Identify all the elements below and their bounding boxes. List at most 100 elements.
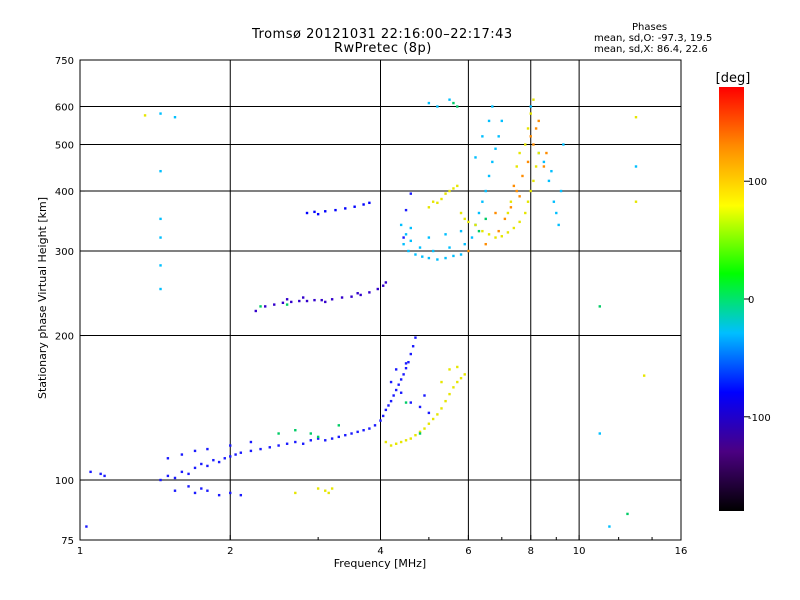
data-point: [491, 160, 494, 164]
data-point: [381, 284, 385, 287]
data-point: [463, 242, 466, 246]
data-point: [389, 444, 393, 447]
x-axis-label: Frequency [MHz]: [334, 557, 426, 570]
data-point: [294, 491, 297, 495]
data-point: [376, 287, 379, 291]
y-tick-label: 75: [61, 536, 74, 547]
data-point: [394, 368, 398, 371]
data-point: [497, 135, 500, 138]
data-point: [316, 212, 320, 216]
data-point: [200, 487, 203, 490]
data-point: [448, 189, 451, 193]
data-point: [384, 440, 388, 444]
stats-heading: Phases: [632, 22, 668, 33]
data-point: [259, 447, 262, 451]
data-point: [448, 392, 451, 396]
data-point: [99, 472, 102, 476]
data-point: [440, 197, 443, 201]
data-point: [239, 493, 243, 497]
data-point: [552, 200, 556, 203]
data-point: [518, 220, 521, 224]
data-point: [444, 399, 447, 403]
data-point: [330, 298, 334, 301]
data-point: [249, 440, 253, 444]
data-point: [206, 464, 209, 468]
data-point: [477, 211, 481, 215]
data-point: [598, 305, 601, 308]
data-point: [512, 226, 516, 230]
data-point: [404, 362, 408, 365]
data-point: [277, 444, 280, 447]
data-point: [448, 98, 451, 101]
data-point: [444, 192, 447, 195]
data-point: [456, 365, 459, 369]
colorbar-tick-label: -100: [748, 413, 771, 424]
data-point: [85, 525, 88, 528]
data-point: [512, 184, 516, 188]
data-point: [387, 404, 390, 407]
data-point: [418, 246, 422, 249]
x-tick-label: 16: [675, 546, 688, 557]
data-point: [534, 165, 538, 168]
data-point: [356, 430, 359, 434]
axis-ticks: 1 2 4 6 8 10 16 75 100 200 300 400 500 600 750: [55, 56, 687, 557]
data-point: [173, 116, 177, 119]
data-point: [414, 253, 417, 256]
y-tick-label: 500: [55, 141, 74, 152]
data-point: [89, 470, 92, 474]
data-point: [484, 217, 487, 221]
data-point: [159, 264, 162, 267]
data-point: [440, 407, 443, 410]
data-point: [456, 105, 459, 108]
data-point: [356, 292, 359, 295]
data-point: [409, 226, 412, 230]
data-point: [206, 489, 209, 492]
data-point: [327, 491, 330, 495]
data-point: [206, 447, 209, 451]
data-point: [470, 236, 474, 239]
data-point: [500, 119, 504, 123]
chart-title: Tromsø 20121031 22:16:00–22:17:43: [252, 27, 513, 42]
data-point: [409, 239, 412, 243]
data-point: [459, 211, 463, 215]
data-point: [313, 298, 316, 302]
data-point: [103, 474, 106, 478]
data-point: [459, 253, 463, 256]
stats-line-o: mean, sd,O: -97.3, 19.5: [594, 33, 713, 44]
data-point: [436, 105, 439, 108]
colorbar-label: [deg]: [716, 71, 751, 86]
data-point: [456, 184, 459, 188]
data-point: [324, 489, 327, 492]
data-point: [431, 249, 435, 253]
data-point: [484, 242, 487, 246]
data-point: [547, 179, 551, 183]
data-point: [290, 300, 293, 304]
data-point: [212, 458, 215, 462]
data-point: [506, 231, 510, 234]
data-point: [229, 444, 232, 447]
data-point: [427, 236, 431, 239]
data-point: [634, 200, 638, 203]
data-point: [298, 299, 301, 303]
data-point: [608, 525, 611, 528]
data-point: [452, 101, 455, 105]
data-point: [359, 293, 362, 297]
data-point: [423, 394, 426, 397]
data-point: [634, 116, 638, 119]
data-point: [474, 223, 477, 227]
data-point: [402, 242, 405, 246]
data-point: [414, 336, 417, 339]
data-point: [229, 455, 232, 458]
data-point: [180, 470, 184, 474]
data-point: [545, 151, 548, 155]
data-point: [448, 246, 451, 249]
data-point: [440, 380, 443, 384]
data-point: [399, 223, 403, 227]
data-point: [285, 303, 289, 306]
data-point: [159, 236, 162, 239]
data-point: [506, 211, 510, 215]
data-point: [526, 127, 530, 130]
data-point: [414, 433, 417, 437]
data-point: [399, 391, 403, 394]
